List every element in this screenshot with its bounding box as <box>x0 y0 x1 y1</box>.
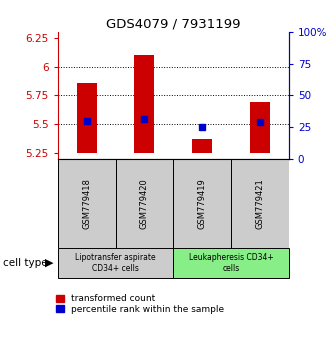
Bar <box>231 159 289 248</box>
Text: GSM779421: GSM779421 <box>255 178 264 229</box>
Text: Leukapheresis CD34+
cells: Leukapheresis CD34+ cells <box>189 253 273 273</box>
Bar <box>77 83 97 153</box>
Legend: transformed count, percentile rank within the sample: transformed count, percentile rank withi… <box>56 294 224 314</box>
Bar <box>192 139 212 153</box>
Title: GDS4079 / 7931199: GDS4079 / 7931199 <box>106 18 241 31</box>
Text: ▶: ▶ <box>45 258 53 268</box>
Text: GSM779420: GSM779420 <box>140 178 149 229</box>
Bar <box>250 102 270 153</box>
Text: GSM779418: GSM779418 <box>82 178 91 229</box>
Bar <box>173 159 231 248</box>
Text: cell type: cell type <box>3 258 48 268</box>
Bar <box>134 55 154 153</box>
Bar <box>58 159 115 248</box>
Text: GSM779419: GSM779419 <box>198 178 207 229</box>
Text: Lipotransfer aspirate
CD34+ cells: Lipotransfer aspirate CD34+ cells <box>75 253 156 273</box>
Bar <box>115 159 173 248</box>
